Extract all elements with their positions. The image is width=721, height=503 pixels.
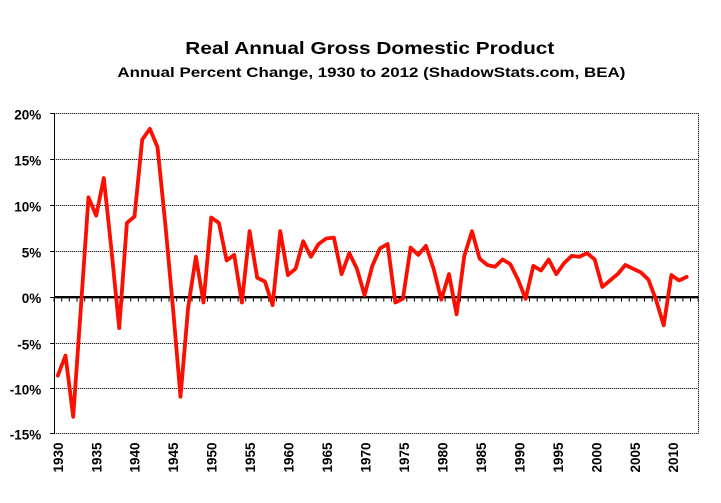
svg-text:1995: 1995: [551, 442, 566, 473]
svg-text:1930: 1930: [51, 442, 66, 472]
svg-text:15%: 15%: [14, 153, 41, 168]
svg-text:1955: 1955: [243, 442, 258, 473]
svg-text:0%: 0%: [22, 291, 42, 306]
svg-text:-10%: -10%: [10, 382, 42, 397]
svg-text:2005: 2005: [628, 442, 643, 473]
svg-text:1990: 1990: [512, 442, 527, 472]
svg-text:5%: 5%: [22, 245, 42, 260]
svg-text:1935: 1935: [89, 442, 104, 473]
svg-text:1945: 1945: [166, 442, 181, 473]
svg-text:1985: 1985: [474, 442, 489, 473]
svg-text:2010: 2010: [666, 442, 681, 472]
svg-text:1975: 1975: [397, 442, 412, 473]
svg-text:-15%: -15%: [10, 427, 42, 442]
svg-text:Real Annual Gross Domestic Pro: Real Annual Gross Domestic Product: [185, 38, 554, 58]
svg-text:Annual Percent Change, 1930 to: Annual Percent Change, 1930 to 2012 (Sha…: [117, 64, 625, 80]
svg-text:1950: 1950: [205, 442, 220, 472]
svg-text:-5%: -5%: [17, 337, 41, 352]
svg-text:20%: 20%: [14, 107, 41, 122]
svg-text:1980: 1980: [435, 442, 450, 472]
svg-text:2000: 2000: [589, 442, 604, 472]
svg-text:10%: 10%: [14, 199, 41, 214]
svg-text:1965: 1965: [320, 442, 335, 473]
svg-text:1940: 1940: [128, 442, 143, 472]
svg-text:1960: 1960: [282, 442, 297, 472]
svg-text:1970: 1970: [359, 442, 374, 472]
